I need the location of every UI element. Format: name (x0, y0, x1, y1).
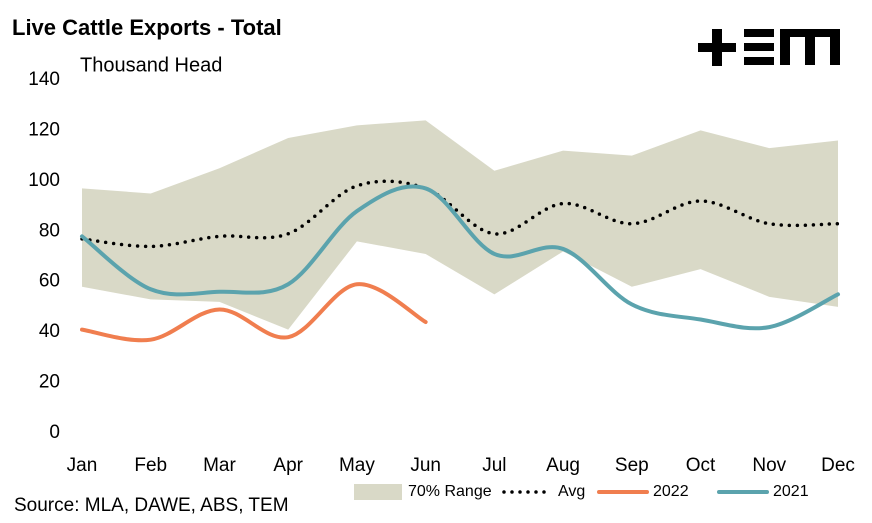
y-tick-label: 80 (39, 220, 60, 241)
x-tick-label: Nov (752, 455, 786, 476)
line (80, 184, 840, 331)
y-tick-label: 100 (28, 170, 60, 191)
y-tick-label: 40 (39, 321, 60, 342)
y-axis-label: Thousand Head (80, 54, 222, 76)
legend-label: 2022 (653, 483, 689, 500)
x-tick-label: Aug (546, 455, 580, 476)
y-tick-label: 120 (28, 119, 60, 140)
legend-label: 70% Range (408, 483, 492, 500)
y-tick-label: 60 (39, 271, 60, 292)
x-tick-label: Jun (410, 455, 441, 476)
y-tick-label: 140 (28, 69, 60, 90)
x-tick-label: Jan (67, 455, 98, 476)
legend-label: 2021 (773, 483, 809, 500)
x-tick-label: Sep (615, 455, 649, 476)
x-tick-label: Apr (273, 455, 303, 476)
line (80, 179, 840, 249)
x-tick-label: Dec (821, 455, 855, 476)
x-tick-label: Oct (686, 455, 716, 476)
x-tick-label: Mar (203, 455, 236, 476)
y-tick-label: 0 (49, 422, 60, 443)
legend-label: Avg (558, 483, 585, 500)
chart-title: Live Cattle Exports - Total (12, 15, 282, 40)
legend-swatch (354, 484, 402, 500)
x-tick-label: Feb (134, 455, 167, 476)
source: Source: MLA, DAWE, ABS, TEM (14, 495, 289, 516)
y-tick-label: 20 (39, 372, 60, 393)
range-area (82, 120, 838, 330)
line (80, 282, 428, 343)
x-tick-label: May (339, 455, 375, 476)
logo (698, 29, 840, 66)
x-tick-label: Jul (482, 455, 506, 476)
